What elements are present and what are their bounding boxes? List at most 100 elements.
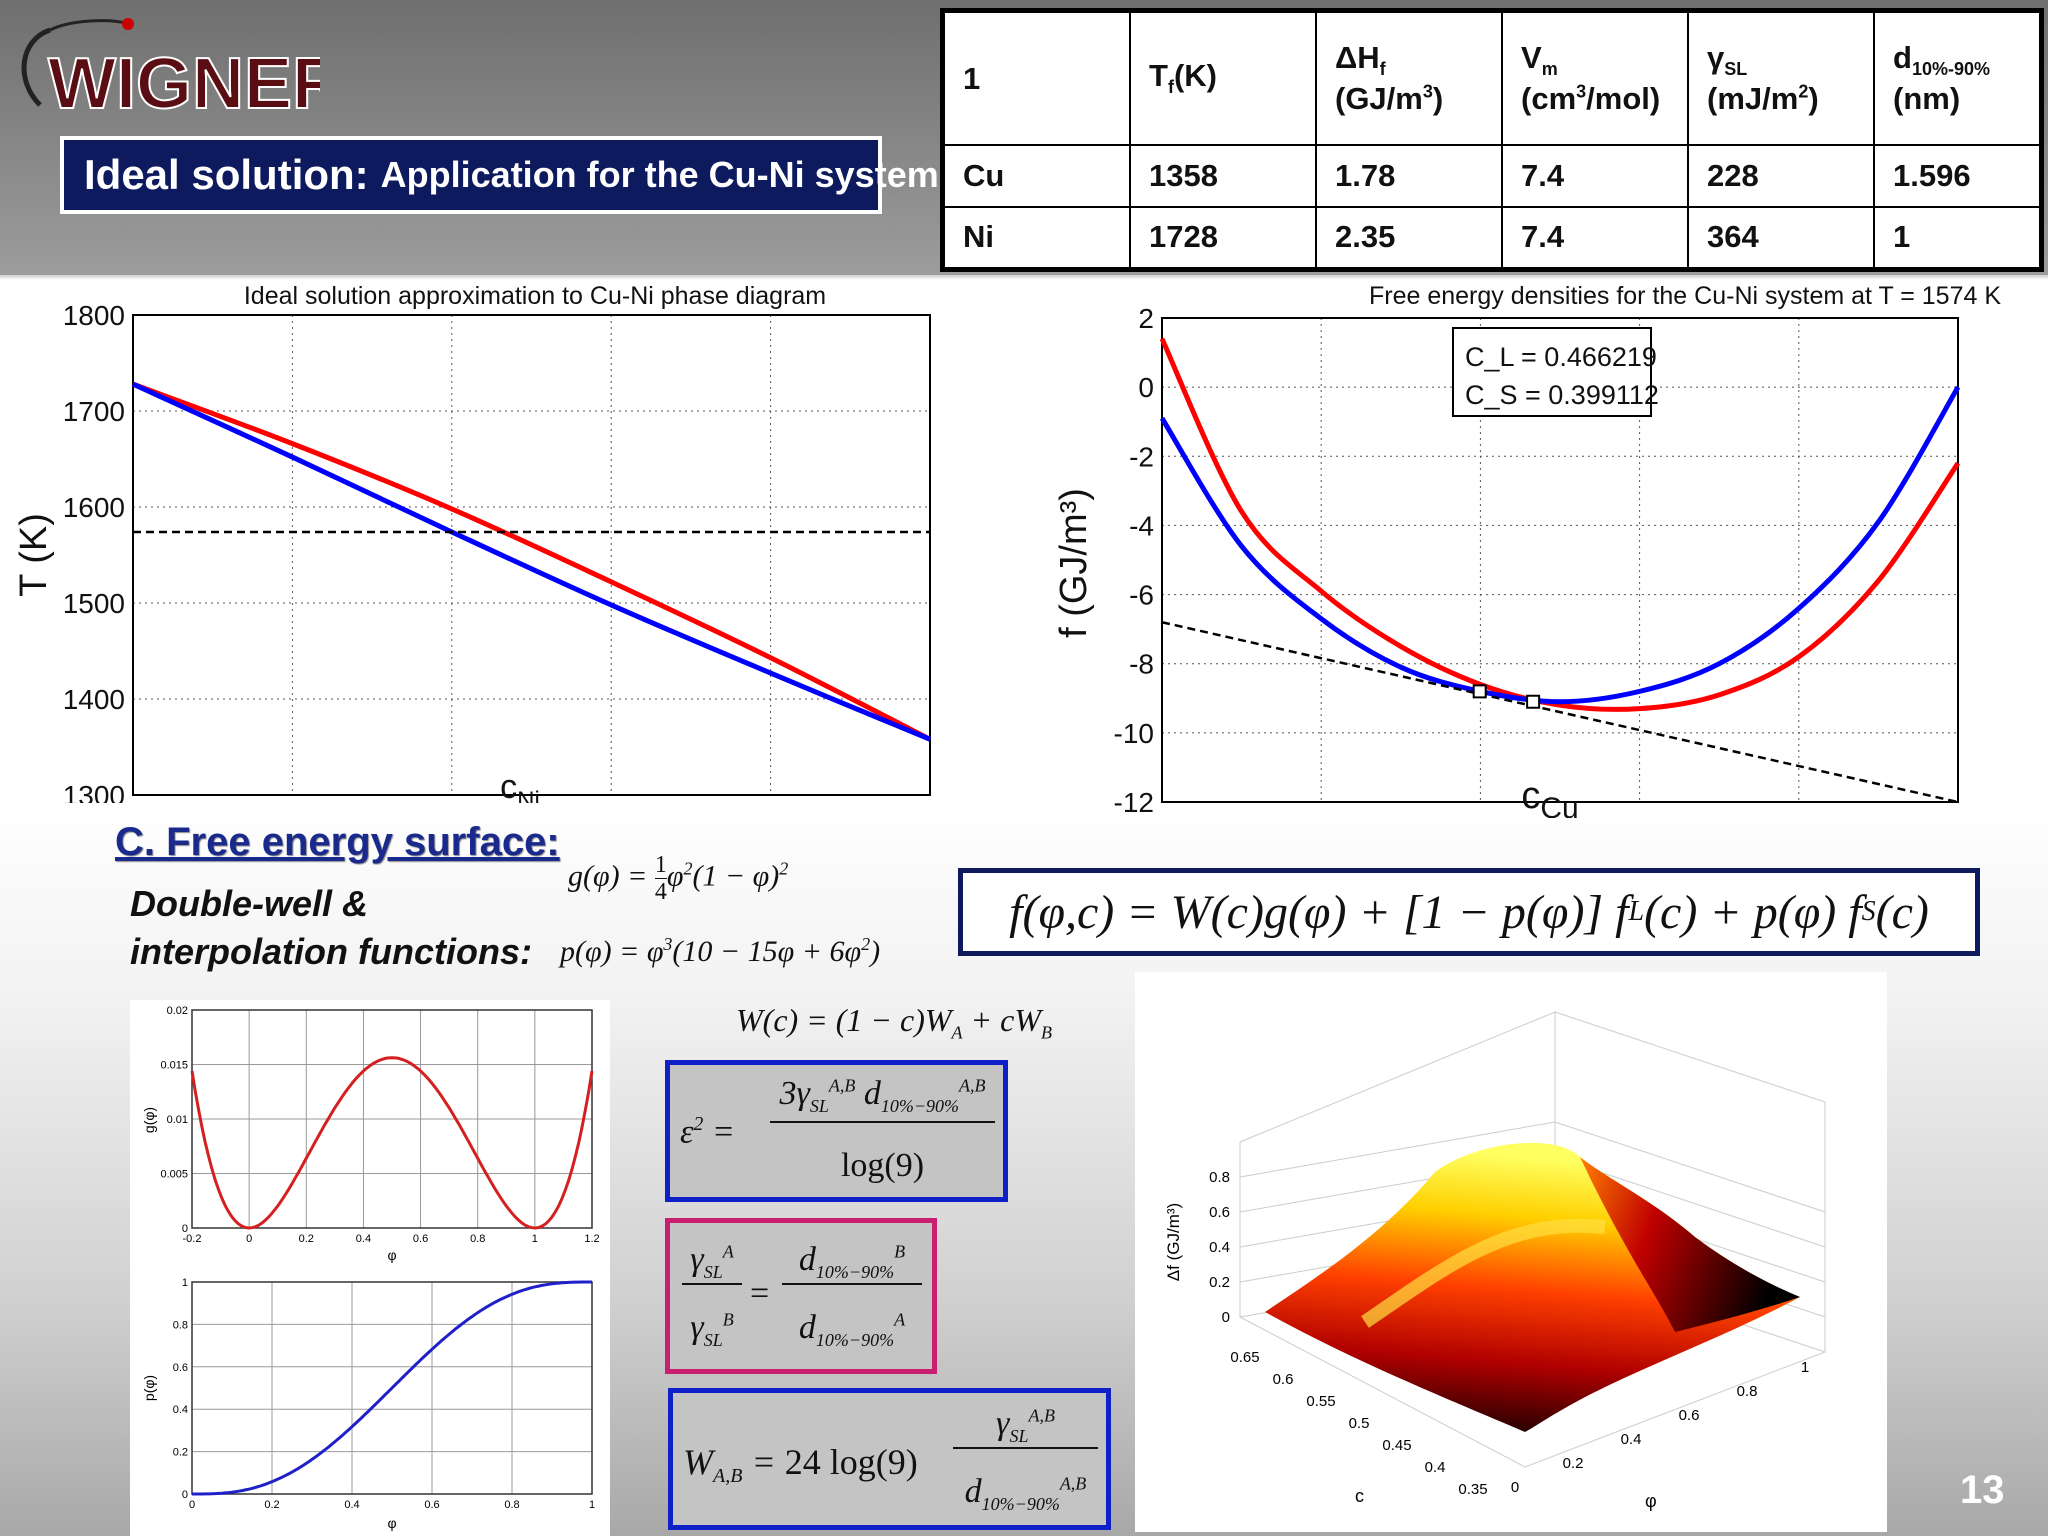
table-header-cell: Vm (cm3/mol) [1501, 9, 1689, 147]
wigner-logo: WIGNER [21, 18, 320, 120]
chart-series [1159, 337, 1961, 804]
table-cell: 1.596 [1873, 144, 2043, 208]
z-tick-label: 0.6 [1209, 1204, 1230, 1221]
y-tick-label: -10 [1114, 718, 1154, 749]
chart-title: Ideal solution approximation to Cu-Ni ph… [244, 282, 826, 310]
x-tick-label: 0.4 [356, 1233, 371, 1245]
x-tick-label: 0.8 [1779, 813, 1818, 818]
p-y-label: p(φ) [141, 1375, 157, 1401]
x-tick-label: -0.2 [183, 1233, 202, 1245]
g-y-ticks: 0 0.005 0.01 0.015 0.02 [160, 1005, 188, 1235]
series-line-0 [1159, 337, 1961, 712]
g-plot-frame [191, 1009, 593, 1229]
series-line-1 [131, 381, 931, 742]
phase-diagram-chart: Ideal solution approximation to Cu-Ni ph… [13, 282, 932, 803]
c-tick-label: 0.35 [1458, 1481, 1487, 1498]
z-axis-label: Δf (GJ/m³) [1164, 1203, 1183, 1281]
table-cell: Ni [941, 205, 1131, 271]
y-tick-label: 0.01 [167, 1114, 188, 1126]
table-row: Cu 1358 1.78 7.4 228 1.596 [941, 144, 2043, 208]
y-tick-label: 0 [182, 1489, 188, 1501]
z-tick-label: 0.4 [1209, 1239, 1230, 1256]
p-curve [192, 1280, 592, 1496]
series-line-1 [1159, 385, 1961, 705]
c-axis-label: c [1355, 1486, 1364, 1506]
table-header-cell: Tf(K) [1129, 9, 1317, 147]
label-line-2: interpolation functions: [130, 931, 532, 972]
g-curve [190, 1056, 594, 1230]
x-axis-label: cNi [500, 768, 540, 803]
p-plot-frame [191, 1281, 593, 1495]
y-tick-label: 0 [182, 1223, 188, 1235]
y-axis-label: f (GJ/m³) [1053, 488, 1095, 638]
y-tick-label: 0.015 [160, 1060, 188, 1072]
phi-tick-label: 0.8 [1737, 1383, 1758, 1400]
g-x-label: φ [387, 1247, 396, 1263]
y-tick-label: 1300 [63, 780, 125, 803]
title-sub: Application for the Cu-Ni system [380, 154, 939, 195]
y-tick-label: 0 [1138, 372, 1154, 403]
epsilon-equation-box: ε2 = 3γSLA,B d10%−90%A,B log(9) [665, 1060, 1008, 1202]
x-tick-label: 0 [1154, 813, 1170, 818]
main-equation-box: f(φ,c) = W(c)g(φ) + [1 − p(φ)] f L (c) + p… [958, 868, 1980, 956]
y-tick-label: -2 [1129, 441, 1154, 472]
y-ticks: -12 -10 -8 -6 -4 -2 0 2 [1114, 303, 1154, 818]
y-tick-label: 0.2 [173, 1447, 188, 1459]
series-line-2 [1161, 621, 1959, 804]
y-tick-label: 0.8 [173, 1319, 188, 1331]
g-y-label: g(φ) [141, 1107, 157, 1133]
y-tick-label: 0.005 [160, 1169, 188, 1181]
z-ticks: 0 0.2 0.4 0.6 0.8 [1209, 1169, 1230, 1326]
section-heading: C. Free energy surface: [115, 820, 560, 864]
x-tick-label: 0.6 [424, 1499, 439, 1511]
phi-tick-label: 0.6 [1679, 1407, 1700, 1424]
x-tick-label: 0.2 [1302, 813, 1341, 818]
y-tick-label: 0.02 [167, 1005, 188, 1017]
title-main: Ideal solution: [84, 151, 369, 198]
plot-frame [1161, 317, 1959, 803]
w-ab-equation-box: WA,B = 24 log(9) γSLA,B d10%−90%A,B [668, 1388, 1111, 1530]
table-cell: 1 [1873, 205, 2043, 271]
y-ticks: 1300 1400 1500 1600 1700 1800 [63, 300, 125, 803]
x-tick-label: 0.6 [1620, 813, 1659, 818]
y-tick-label: -6 [1129, 580, 1154, 611]
series-line-0 [132, 381, 932, 742]
table-row: Ni 1728 2.35 7.4 364 1 [941, 205, 2043, 271]
x-tick-label: 0 [246, 1233, 252, 1245]
x-tick-label: 1.2 [584, 1233, 599, 1245]
x-tick-label: 0.4 [344, 1499, 359, 1511]
phi-axis-label: φ [1645, 1491, 1657, 1511]
y-tick-label: 1 [182, 1277, 188, 1289]
plot-frame [132, 314, 931, 796]
table-header-cell: ΔHf (GJ/m3) [1315, 9, 1503, 147]
free-energy-chart: Free energy densities for the Cu-Ni syst… [1053, 282, 2001, 818]
x-tick-label: 0 [189, 1499, 195, 1511]
chart-title: Free energy densities for the Cu-Ni syst… [1369, 282, 2001, 310]
c-tick-label: 0.45 [1382, 1437, 1411, 1454]
table-header-cell: 1 [941, 9, 1131, 147]
y-tick-label: 2 [1138, 303, 1154, 334]
x-tick-label: 0.6 [413, 1233, 428, 1245]
phi-tick-label: 1 [1801, 1359, 1809, 1376]
phi-tick-label: 0.4 [1621, 1431, 1642, 1448]
ratio-equation-box: γSLA γSLB = d10%−90%B d10%−90%A [665, 1218, 937, 1374]
y-tick-label: 1500 [63, 588, 125, 619]
table-cell: 1.78 [1315, 144, 1503, 208]
g-x-ticks: -0.2 0 0.2 0.4 0.6 0.8 1 1.2 [183, 1233, 600, 1245]
z-tick-label: 0 [1222, 1309, 1230, 1326]
p-y-ticks: 0 0.2 0.4 0.6 0.8 1 [173, 1277, 188, 1501]
x-tick-label: 0.8 [504, 1499, 519, 1511]
table-cell: 1728 [1129, 205, 1317, 271]
x-tick-label: 0.4 [1461, 813, 1500, 818]
tangent-marker [1472, 684, 1487, 699]
y-tick-label: -8 [1129, 649, 1154, 680]
x-tick-label: 1 [589, 1499, 595, 1511]
table-header-cell: d10%-90% (nm) [1873, 9, 2043, 147]
title-box: Ideal solution: Application for the Cu-N… [60, 136, 939, 214]
annotation-cs: C_S = 0.399112 [1465, 380, 1659, 410]
slide-number: 13 [1960, 1468, 2005, 1512]
c-tick-label: 0.5 [1349, 1415, 1370, 1432]
x-tick-label: 0.2 [264, 1499, 279, 1511]
c-tick-label: 0.4 [1425, 1459, 1446, 1476]
x-tick-label: 0.8 [470, 1233, 485, 1245]
